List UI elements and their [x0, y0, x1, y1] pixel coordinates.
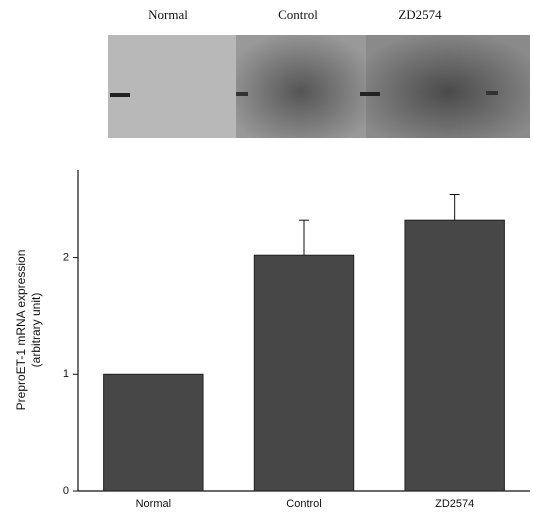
error-bar: [450, 195, 460, 221]
figure: Normal Control ZD2574 PreproET-1 mRNA ex…: [0, 0, 533, 512]
y-tick-label: 0: [63, 485, 69, 497]
bar: [104, 374, 203, 491]
x-tick-label: ZD2574: [435, 498, 474, 510]
x-tick-label: Normal: [136, 498, 171, 510]
blot-label: Control: [278, 7, 318, 22]
blot-image: [108, 35, 530, 138]
x-tick-label: Control: [286, 498, 321, 510]
y-tick-label: 1: [63, 368, 69, 380]
y-axis-label: PreproET-1 mRNA expression: [14, 250, 28, 411]
blot-label: ZD2574: [398, 7, 442, 22]
error-bar: [299, 220, 309, 255]
blot-label: Normal: [148, 7, 188, 22]
bar: [254, 255, 353, 491]
bar: [405, 220, 504, 491]
y-axis-label: (arbitrary unit): [29, 293, 43, 368]
y-tick-label: 2: [63, 251, 69, 263]
